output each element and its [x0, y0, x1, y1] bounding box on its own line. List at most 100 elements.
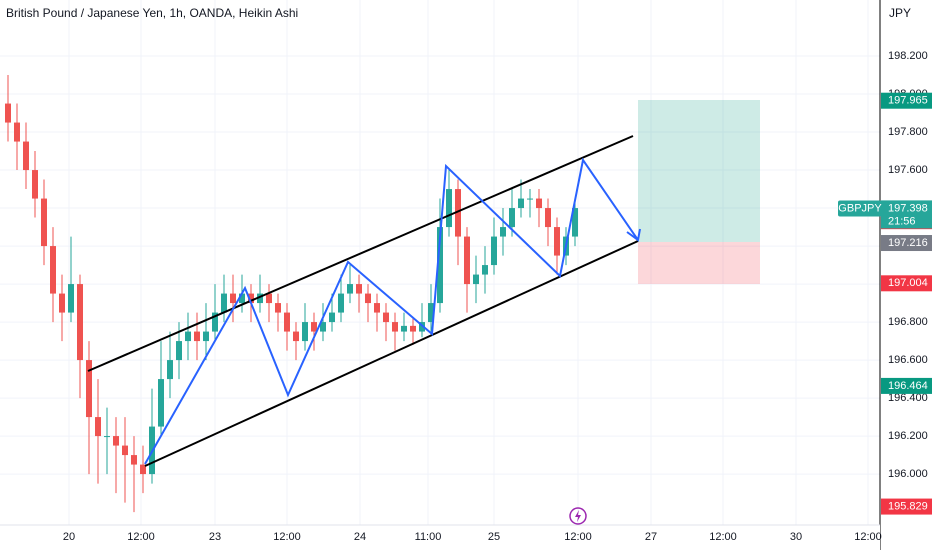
price-tag-label: 197.216	[888, 237, 928, 249]
candle-body	[176, 341, 182, 361]
y-tick-label: 196.600	[888, 354, 928, 366]
candle-body	[275, 303, 281, 313]
candle-body	[293, 331, 299, 342]
price-tag-label: 197.004	[888, 277, 928, 289]
candle-body	[302, 322, 308, 342]
candle-body	[158, 379, 164, 427]
candle-body	[365, 293, 371, 304]
y-tick-label: 196.200	[888, 430, 928, 442]
x-tick-label: 23	[209, 531, 221, 543]
candle-body	[374, 303, 380, 313]
time-axis	[0, 525, 880, 550]
candle-body	[41, 198, 47, 247]
arrow-head	[626, 228, 641, 242]
target-zone[interactable]	[638, 100, 760, 242]
price-tag	[881, 275, 932, 292]
price-tag-label: 197.398	[888, 202, 928, 214]
candle-body	[32, 170, 38, 199]
candle-body	[113, 436, 119, 446]
candle-body	[5, 103, 11, 123]
price-tag-label: 196.464	[888, 380, 928, 392]
candle-body	[509, 208, 515, 228]
event-icon[interactable]	[569, 507, 587, 525]
candle-body	[212, 312, 218, 332]
candle-body	[500, 227, 506, 237]
candle-body	[185, 331, 191, 342]
price-tag	[881, 200, 932, 217]
candle-body	[572, 208, 578, 237]
x-tick-label: 27	[645, 531, 657, 543]
x-tick-label: 11:00	[415, 531, 442, 543]
x-tick-label: 12:00	[709, 531, 737, 543]
candle-body	[518, 198, 524, 209]
price-tag	[881, 377, 932, 394]
y-tick-label: 196.800	[888, 316, 928, 328]
price-tag	[881, 92, 932, 109]
symbol-tag	[838, 200, 882, 217]
candle-body	[203, 331, 209, 342]
candle-body	[122, 445, 128, 456]
candle-body	[428, 303, 434, 323]
axis-labels: 198.200198.000197.800197.600197.400197.2…	[881, 50, 932, 515]
candle-body	[464, 236, 470, 285]
candle-body	[257, 293, 263, 304]
candle-body	[401, 325, 407, 332]
candle-body	[446, 189, 452, 228]
x-tick-label: 12:00	[564, 531, 592, 543]
candles	[5, 75, 578, 513]
candle-body	[230, 293, 236, 304]
candle-body	[536, 198, 542, 209]
event-icon-bolt	[575, 510, 581, 522]
candle-body	[482, 265, 488, 275]
candle-body	[59, 293, 65, 313]
channel-bottom[interactable]	[144, 240, 639, 467]
chart-title: British Pound / Japanese Yen, 1h, OANDA,…	[6, 6, 298, 20]
zigzag[interactable]	[144, 157, 639, 465]
candle-body	[491, 236, 497, 266]
candle-body	[77, 284, 83, 361]
candle-body	[167, 360, 173, 380]
candle-body	[266, 293, 272, 304]
candle-body	[131, 455, 137, 465]
candle-body	[419, 322, 425, 332]
candle-body	[329, 312, 335, 323]
currency: JPY	[889, 6, 911, 20]
x-tick-label: 20	[63, 531, 75, 543]
candle-body	[392, 322, 398, 332]
candle-body	[239, 293, 245, 304]
candle-body	[86, 360, 92, 418]
candle-body	[50, 246, 56, 294]
candle-body	[383, 312, 389, 323]
price-tag	[881, 498, 932, 515]
price-tag-label: 197.965	[888, 95, 928, 107]
y-tick-label: 198.200	[888, 50, 928, 62]
x-tick-label: 12:00	[854, 531, 882, 543]
candle-body	[284, 312, 290, 332]
candle-body	[104, 436, 110, 438]
candle-body	[338, 293, 344, 313]
x-tick-label: 30	[790, 531, 802, 543]
candle-body	[14, 122, 20, 142]
candle-body	[221, 293, 227, 313]
price-tag-label: 195.829	[888, 500, 928, 512]
candle-body	[194, 331, 200, 342]
candle-body	[410, 325, 416, 332]
candle-body	[545, 208, 551, 228]
x-tick-label: 25	[488, 531, 500, 543]
candle-body	[347, 284, 353, 294]
candle-body	[23, 141, 29, 171]
candle-body	[68, 284, 74, 313]
candle-body	[320, 322, 326, 332]
symbol-label: GBPJPY	[838, 202, 882, 214]
channel-top[interactable]	[87, 135, 634, 372]
y-tick-label: 197.600	[888, 164, 928, 176]
candle-body	[473, 274, 479, 285]
price-axis	[880, 0, 932, 525]
candle-body	[437, 227, 443, 304]
candle-body	[248, 293, 254, 304]
candle-body	[311, 322, 317, 332]
stop-zone[interactable]	[638, 242, 760, 284]
candle-body	[140, 464, 146, 475]
price-tag	[881, 235, 932, 252]
